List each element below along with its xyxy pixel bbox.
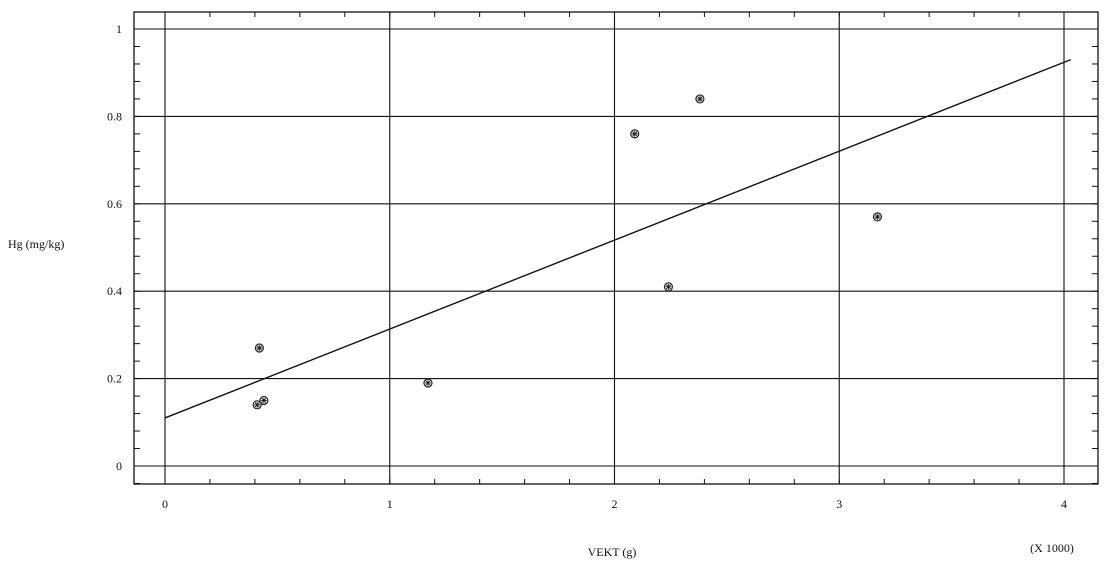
x-tick-label: 3 bbox=[836, 497, 842, 511]
x-tick-label: 0 bbox=[162, 497, 168, 511]
data-point bbox=[423, 378, 433, 388]
y-tick-labels: 0 0.2 0.4 0.6 0.8 1 bbox=[107, 22, 122, 473]
x-tick-label: 1 bbox=[387, 497, 393, 511]
x-axis-label: VEKT (g) bbox=[588, 545, 637, 559]
x-tick-label: 2 bbox=[612, 497, 618, 511]
fit-line-group bbox=[164, 58, 1072, 419]
grid-lines bbox=[134, 12, 1098, 484]
data-point bbox=[259, 395, 269, 406]
y-tick-label: 0.4 bbox=[107, 284, 122, 298]
data-point bbox=[663, 282, 674, 292]
y-axis-label: Hg (mg/kg) bbox=[8, 237, 64, 251]
data-point bbox=[872, 212, 883, 222]
y-tick-label: 0.8 bbox=[107, 109, 122, 123]
y-tick-label: 0 bbox=[116, 459, 122, 473]
y-tick-label: 1 bbox=[116, 22, 122, 36]
y-tick-label: 0.6 bbox=[107, 197, 122, 211]
y-tick-label: 0.2 bbox=[107, 372, 122, 386]
data-point bbox=[254, 343, 264, 353]
plot-frame bbox=[133, 11, 1099, 485]
data-point bbox=[252, 400, 262, 410]
x-tick-label: 4 bbox=[1061, 497, 1067, 511]
x-axis-multiplier-label: (X 1000) bbox=[1030, 541, 1074, 555]
plot-border bbox=[133, 11, 1099, 485]
fit-line bbox=[164, 58, 1072, 419]
data-point bbox=[695, 94, 705, 104]
data-points bbox=[252, 94, 883, 410]
data-point bbox=[630, 129, 640, 139]
x-tick-labels: 0 1 2 3 4 bbox=[162, 497, 1067, 511]
